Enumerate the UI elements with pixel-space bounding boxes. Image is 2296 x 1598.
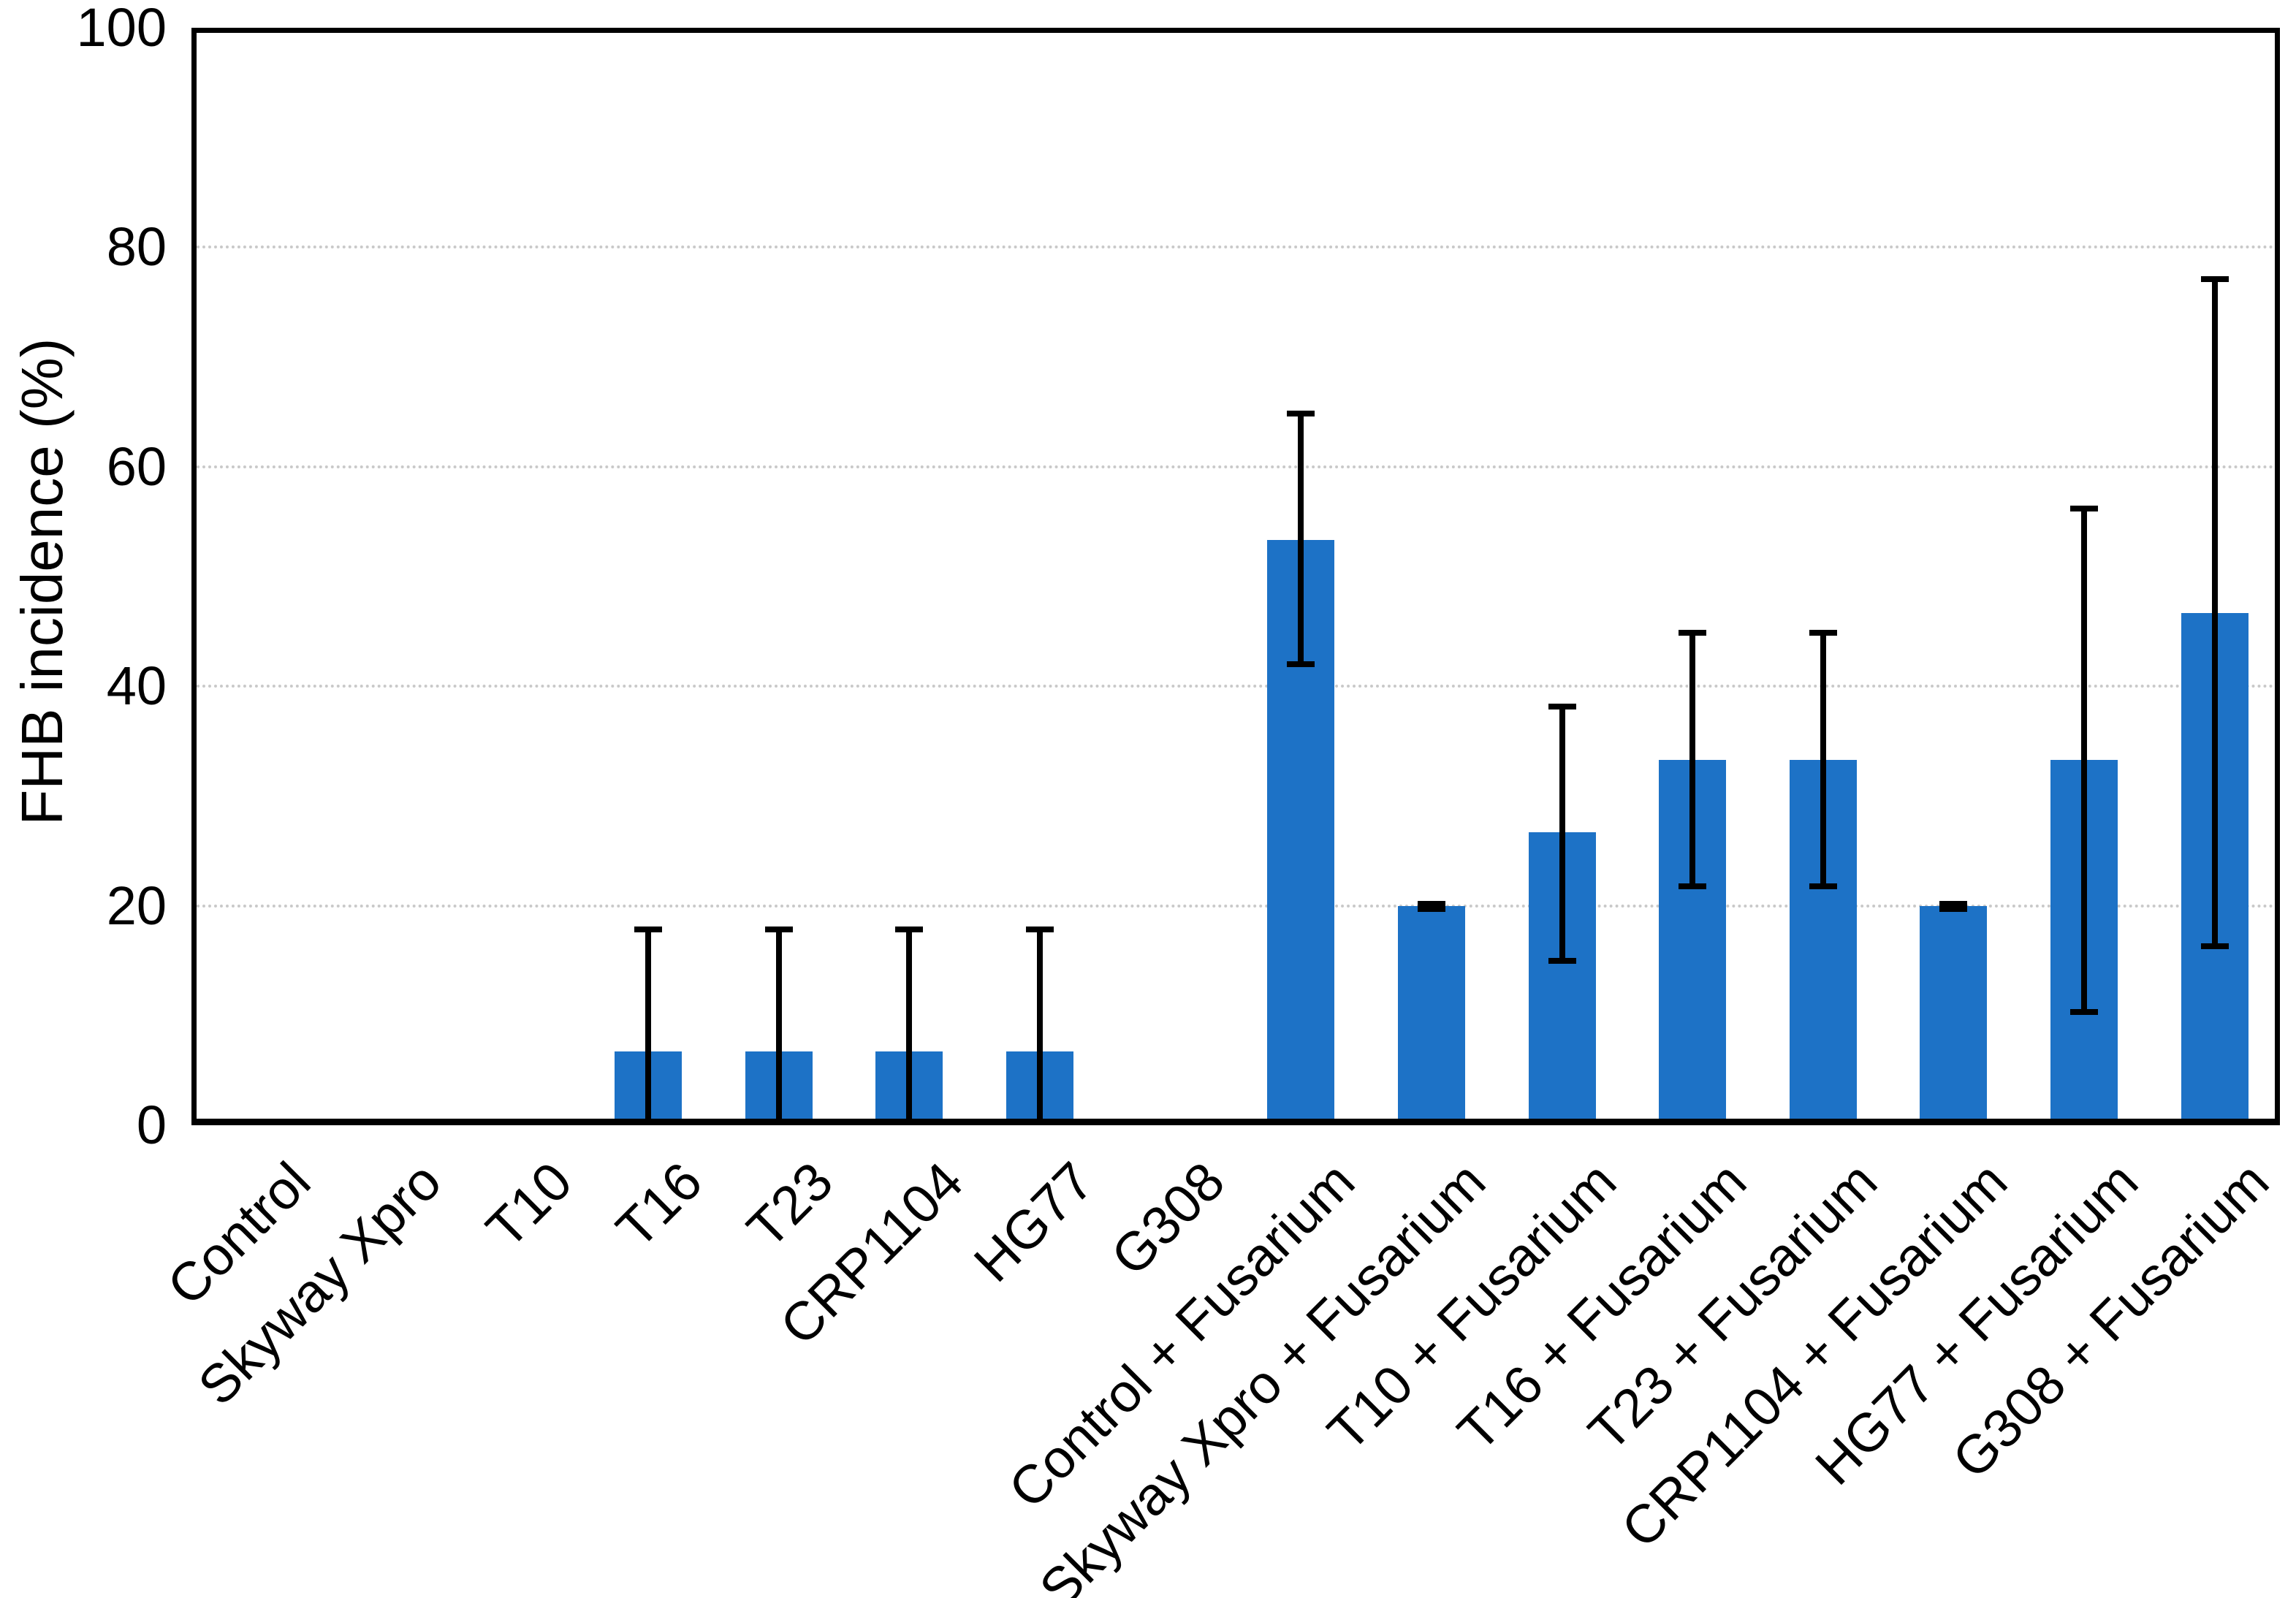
error-bar-cap-bottom-g308-fusarium bbox=[2200, 943, 2229, 950]
error-bar-t23-fusarium bbox=[1820, 631, 1826, 886]
error-bar-hg77-fusarium bbox=[2081, 507, 2088, 1013]
error-bar-cap-top-control-fusarium bbox=[1287, 410, 1315, 416]
error-bar-cap-top-hg77-fusarium bbox=[2070, 506, 2099, 512]
gridline-40 bbox=[197, 685, 2275, 688]
error-bar-cap-bottom-t10-fusarium bbox=[1548, 957, 1576, 964]
error-bar-cap-bottom-t16-fusarium bbox=[1679, 883, 1707, 889]
error-bar-cap-top-t23 bbox=[764, 926, 793, 932]
error-bar-cap-bottom-control-fusarium bbox=[1287, 661, 1315, 668]
error-bar-t16-fusarium bbox=[1689, 631, 1696, 886]
error-bar-t10-fusarium bbox=[1559, 704, 1565, 961]
error-bar-crp1104 bbox=[906, 927, 913, 1119]
y-tick-label-40: 40 bbox=[106, 655, 167, 717]
gridline-20 bbox=[197, 904, 2275, 908]
error-bar-cap-top-hg77 bbox=[1026, 926, 1054, 932]
gridline-80 bbox=[197, 246, 2275, 249]
y-tick-label-60: 60 bbox=[106, 435, 167, 497]
bar-crp1104-fusarium bbox=[1920, 905, 1988, 1119]
error-bar-control-fusarium bbox=[1298, 411, 1304, 665]
error-bar-cap-top-crp1104 bbox=[895, 926, 924, 932]
y-tick-label-100: 100 bbox=[76, 0, 167, 58]
error-bar-cap-top-t23-fusarium bbox=[1809, 630, 1837, 636]
plot-area-frame bbox=[191, 28, 2280, 1125]
y-tick-label-0: 0 bbox=[136, 1095, 167, 1155]
y-axis-title: FHB incidence (%) bbox=[9, 338, 75, 826]
error-bar-cap-top-skyway-xpro-fusarium bbox=[1417, 901, 1445, 908]
error-bar-cap-top-crp1104-fusarium bbox=[1939, 901, 1968, 908]
bar-skyway-xpro-fusarium bbox=[1397, 905, 1465, 1119]
error-bar-hg77 bbox=[1037, 927, 1044, 1119]
error-bar-cap-bottom-skyway-xpro-fusarium bbox=[1417, 906, 1445, 913]
error-bar-g308-fusarium bbox=[2211, 278, 2218, 947]
error-bar-cap-bottom-t23-fusarium bbox=[1809, 883, 1837, 889]
error-bar-cap-top-t16-fusarium bbox=[1679, 630, 1707, 636]
error-bar-t16 bbox=[645, 927, 652, 1119]
error-bar-cap-top-g308-fusarium bbox=[2200, 276, 2229, 283]
error-bar-cap-bottom-hg77-fusarium bbox=[2070, 1009, 2099, 1016]
error-bar-cap-bottom-crp1104-fusarium bbox=[1939, 906, 1968, 913]
y-tick-label-80: 80 bbox=[106, 216, 167, 278]
error-bar-cap-top-t16 bbox=[634, 926, 663, 932]
error-bar-cap-top-t10-fusarium bbox=[1548, 703, 1576, 709]
error-bar-t23 bbox=[775, 927, 782, 1119]
y-tick-label-20: 20 bbox=[106, 875, 167, 936]
gridline-60 bbox=[197, 465, 2275, 468]
